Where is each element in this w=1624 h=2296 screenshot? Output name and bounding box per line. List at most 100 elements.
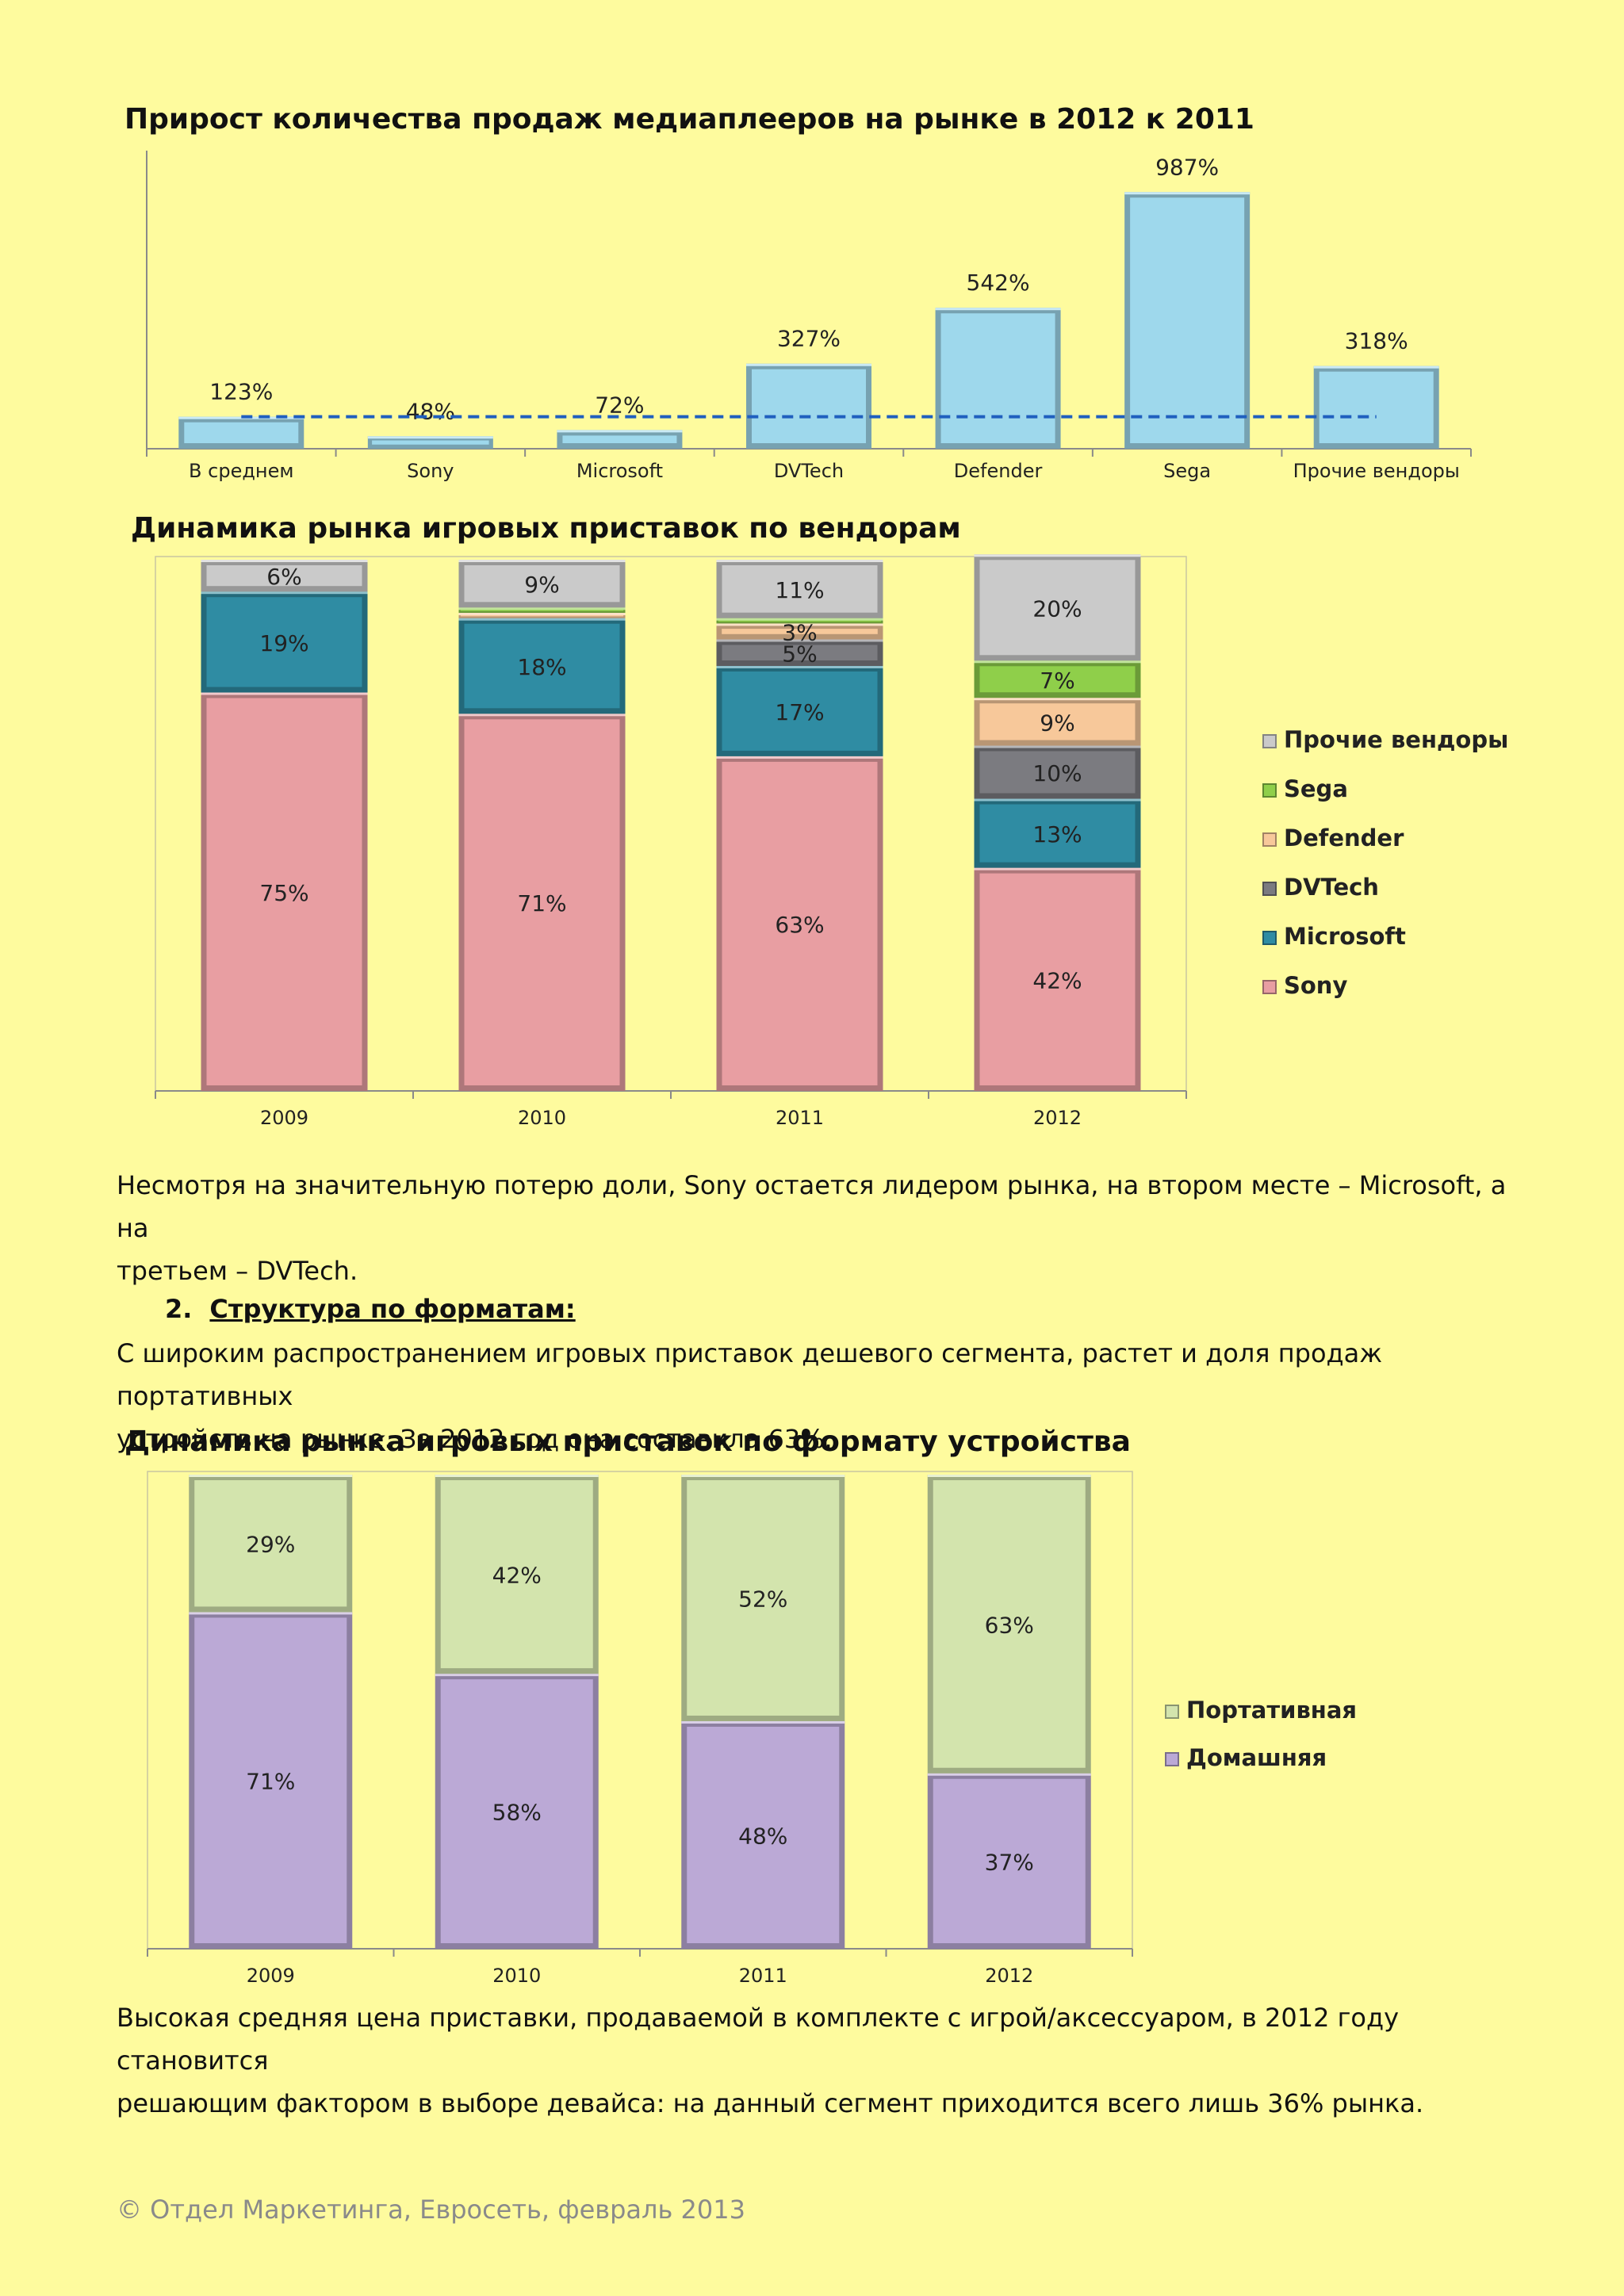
x-tick-label: Microsoft	[576, 460, 663, 482]
x-tick-label: 2009	[260, 1107, 308, 1129]
bar-highlight	[435, 1674, 599, 1677]
bar-highlight	[1124, 192, 1251, 195]
x-tick-label: Sony	[407, 460, 454, 482]
bar-face	[440, 1679, 593, 1943]
bar-highlight	[974, 867, 1141, 871]
stack-segment	[458, 560, 626, 608]
bar-highlight	[681, 1720, 845, 1724]
segment-value-label: 17%	[775, 699, 824, 725]
bar-face	[722, 645, 878, 660]
legend-swatch	[1262, 980, 1277, 994]
legend-swatch	[1262, 931, 1277, 945]
growth-chart-title: Прирост количества продаж медиаплееров н…	[124, 103, 1254, 136]
x-tick-label: 2012	[1033, 1107, 1082, 1129]
stack-segment	[716, 618, 883, 624]
segment-value-label: 42%	[492, 1563, 542, 1589]
stack-segment	[974, 698, 1141, 746]
bar-face	[752, 369, 866, 443]
stack-segment	[716, 560, 883, 618]
bar-highlight	[974, 745, 1141, 748]
bar-highlight	[974, 554, 1141, 557]
segment-value-label: 52%	[738, 1586, 787, 1612]
bar-highlight	[435, 1475, 599, 1477]
bar-face	[1130, 197, 1245, 443]
legend-swatch	[1262, 882, 1277, 896]
stack-segment	[189, 1612, 353, 1949]
bar-face	[687, 1726, 840, 1943]
bar-value-label: 542%	[967, 270, 1030, 296]
segment-value-label: 5%	[782, 641, 817, 667]
bar-highlight	[716, 639, 883, 642]
stack-segment	[927, 1475, 1091, 1774]
bar-face	[206, 565, 362, 587]
bar-face	[718, 619, 882, 622]
segment-value-label: 11%	[775, 577, 824, 603]
segment-value-label: 18%	[517, 654, 566, 680]
stack-segment	[974, 798, 1141, 868]
segment-value-label: 20%	[1032, 595, 1082, 622]
stack-segment	[681, 1720, 845, 1949]
segment-value-label: 9%	[1040, 710, 1074, 736]
section-number: 2.	[165, 1294, 193, 1324]
bar	[557, 430, 683, 449]
stack-segment	[974, 554, 1141, 661]
x-tick-label: Defender	[954, 460, 1043, 482]
bar	[1313, 365, 1439, 449]
growth-chart: 123% В среднем 48% Sony 72% Microsoft 327% DVTe…	[146, 151, 1472, 482]
bar-highlight	[458, 560, 626, 562]
segment-value-label: 71%	[246, 1769, 295, 1795]
paragraph-line: третьем – DVTech.	[117, 1256, 358, 1286]
stack-segment	[435, 1475, 599, 1674]
bar-highlight	[201, 591, 368, 595]
legend-label: DVTech	[1284, 874, 1379, 901]
bar-face	[933, 1778, 1086, 1943]
segment-value-label: 48%	[738, 1823, 787, 1849]
vendor-chart: 75% 19% 6% 2009 71% 18% 9% 2010 63% 17% 5%3% 11% 201…	[155, 554, 1508, 1129]
legend-label: Портативная	[1186, 1697, 1357, 1724]
bar	[746, 363, 871, 449]
stack-segment	[974, 660, 1141, 698]
legend-label: Sega	[1284, 775, 1348, 802]
stack-segment	[201, 591, 368, 693]
bar-face	[979, 703, 1136, 740]
footer-copyright: © Отдел Маркетинга, Евросеть, февраль 20…	[117, 2195, 745, 2225]
segment-value-label: 71%	[517, 890, 566, 916]
segment-value-label: 63%	[985, 1612, 1034, 1638]
bar-face	[206, 698, 362, 1085]
bar-highlight	[716, 756, 883, 759]
bar-highlight	[367, 436, 493, 439]
x-tick-label: Прочие вендоры	[1293, 460, 1460, 482]
section-title: Структура по форматам:	[209, 1294, 576, 1324]
bar-face	[562, 435, 677, 443]
paragraph-line: С широким распространением игровых прист…	[117, 1338, 1383, 1411]
bar-face	[979, 560, 1136, 656]
segment-value-label: 3%	[782, 619, 817, 645]
bar-highlight	[189, 1475, 353, 1477]
bar-value-label: 72%	[595, 392, 644, 418]
bar-face	[722, 672, 878, 751]
x-tick-label: 2010	[492, 1965, 541, 1987]
bar-value-label: 123%	[209, 379, 273, 405]
bar-highlight	[458, 613, 626, 615]
paragraph-line: Высокая средняя цена приставки, продавае…	[117, 2003, 1400, 2076]
x-tick-label: 2011	[739, 1965, 787, 1987]
legend-swatch	[1262, 783, 1277, 798]
stack-segment	[458, 618, 626, 714]
bar	[178, 416, 304, 449]
bar-highlight	[746, 363, 871, 366]
bar-highlight	[201, 692, 368, 695]
stack-segment	[974, 867, 1141, 1091]
stack-segment	[716, 756, 883, 1091]
bar-face	[460, 609, 624, 611]
bar-face	[933, 1480, 1086, 1768]
segment-value-label: 63%	[775, 912, 824, 938]
bar-highlight	[681, 1475, 845, 1477]
bar-face	[722, 761, 878, 1085]
bar-highlight	[716, 618, 883, 621]
stack-segment	[458, 714, 626, 1091]
bar-face	[979, 666, 1136, 693]
x-tick-label: В среднем	[189, 460, 293, 482]
bar-highlight	[716, 560, 883, 562]
segment-value-label: 29%	[246, 1532, 295, 1558]
x-tick-label: DVTech	[774, 460, 844, 482]
